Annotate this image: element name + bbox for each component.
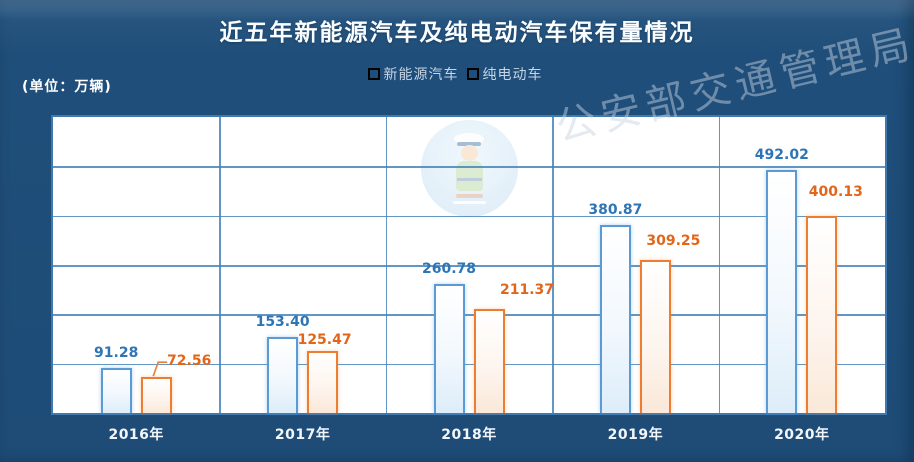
gridline-horizontal [53, 265, 885, 267]
badge-text-mark [456, 194, 483, 198]
bar-bev-2019 [639, 260, 671, 413]
gridline-vertical [219, 117, 221, 413]
gridline-vertical [718, 117, 721, 413]
bar-value-label: 400.13 [808, 183, 863, 200]
x-axis-label: 2020年 [774, 427, 830, 443]
bar-bev-2020 [806, 215, 838, 413]
bar-value-label: 125.47 [297, 332, 352, 349]
bar-value-label: 309.25 [646, 233, 701, 250]
x-axis-label: 2016年 [108, 427, 164, 443]
plot-area: 91.28 72.56 153.40 125.47 260.78 211.37 380.87… [51, 115, 887, 415]
chart-legend: 新能源汽车 纯电动车 [0, 64, 914, 84]
x-axis-label: 2019年 [607, 427, 664, 443]
badge-face-icon [461, 145, 478, 161]
gridline-horizontal [53, 215, 885, 218]
bar-value-label: 211.37 [499, 281, 555, 298]
badge-text-mark [453, 201, 486, 204]
legend-swatch-bev [466, 68, 479, 80]
bar-value-label: 153.40 [255, 314, 310, 331]
bar-nev-2017 [267, 337, 299, 413]
gridline-horizontal [53, 363, 885, 366]
bar-bev-2017 [307, 351, 339, 413]
watermark-badge [421, 120, 518, 217]
unit-label: (单位：万辆) [22, 79, 112, 95]
x-axis-label: 2017年 [274, 427, 331, 443]
badge-belt-icon [457, 178, 482, 181]
bar-nev-2018 [433, 284, 465, 413]
legend-label-nev: 新能源汽车 [383, 67, 459, 83]
gridline-horizontal [53, 166, 885, 168]
badge-body-icon [456, 161, 483, 191]
legend-swatch-nev [367, 68, 380, 80]
bar-value-label: 492.02 [754, 147, 809, 164]
badge-hatband-icon [457, 142, 481, 146]
bar-value-label: 260.78 [421, 261, 477, 278]
legend-label-bev: 纯电动车 [482, 67, 543, 83]
bar-value-label: 72.56 [167, 353, 212, 370]
gridline-horizontal [53, 314, 885, 316]
bar-nev-2019 [599, 225, 631, 413]
bar-value-label: 91.28 [94, 344, 139, 361]
chart-title: 近五年新能源汽车及纯电动汽车保有量情况 [219, 20, 695, 46]
bar-nev-2016 [100, 367, 132, 413]
gridline-vertical [552, 117, 554, 413]
bar-value-label: 380.87 [588, 202, 643, 219]
bar-nev-2020 [766, 170, 798, 413]
bar-bev-2016 [140, 377, 172, 413]
x-axis-label: 2018年 [441, 427, 497, 443]
gridline-vertical [385, 117, 388, 413]
bar-bev-2018 [473, 308, 505, 413]
